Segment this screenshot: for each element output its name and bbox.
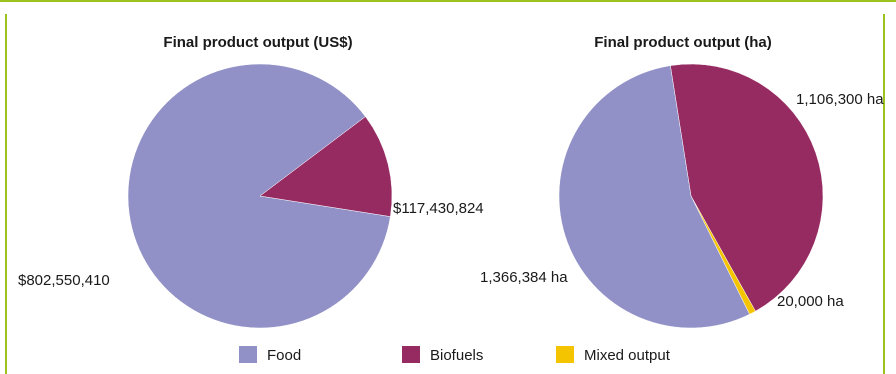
legend-label-food: Food (267, 347, 301, 364)
top-border (0, 0, 896, 2)
chart-1-label-biofuels: $117,430,824 (393, 200, 484, 217)
legend-label-mixed: Mixed output (584, 347, 671, 364)
legend-swatch-food (239, 346, 257, 363)
left-border (5, 14, 7, 374)
chart-2-pie (558, 63, 824, 329)
chart-2-slice-biofuels (670, 63, 824, 312)
right-border (883, 14, 885, 374)
chart-1-slice-food (127, 63, 391, 329)
chart-1-slice-biofuels (259, 116, 393, 217)
legend-label-biofuels: Biofuels (430, 347, 483, 364)
legend-swatch-biofuels (402, 346, 420, 363)
legend-swatch-mixed (556, 346, 574, 363)
chart-2-label-biofuels: 1,106,300 ha (796, 91, 884, 108)
legend: Food Biofuels Mixed output (239, 346, 671, 364)
chart-2-label-food: 1,366,384 ha (480, 269, 568, 286)
chart-1-title: Final product output (US$) (163, 34, 352, 51)
chart-2-slice-food (558, 65, 750, 329)
chart-1-pie (127, 63, 393, 329)
chart-1-label-food: $802,550,410 (18, 272, 110, 289)
chart-2-title: Final product output (ha) (594, 34, 771, 51)
chart-2-label-mixed: 20,000 ha (777, 293, 844, 310)
